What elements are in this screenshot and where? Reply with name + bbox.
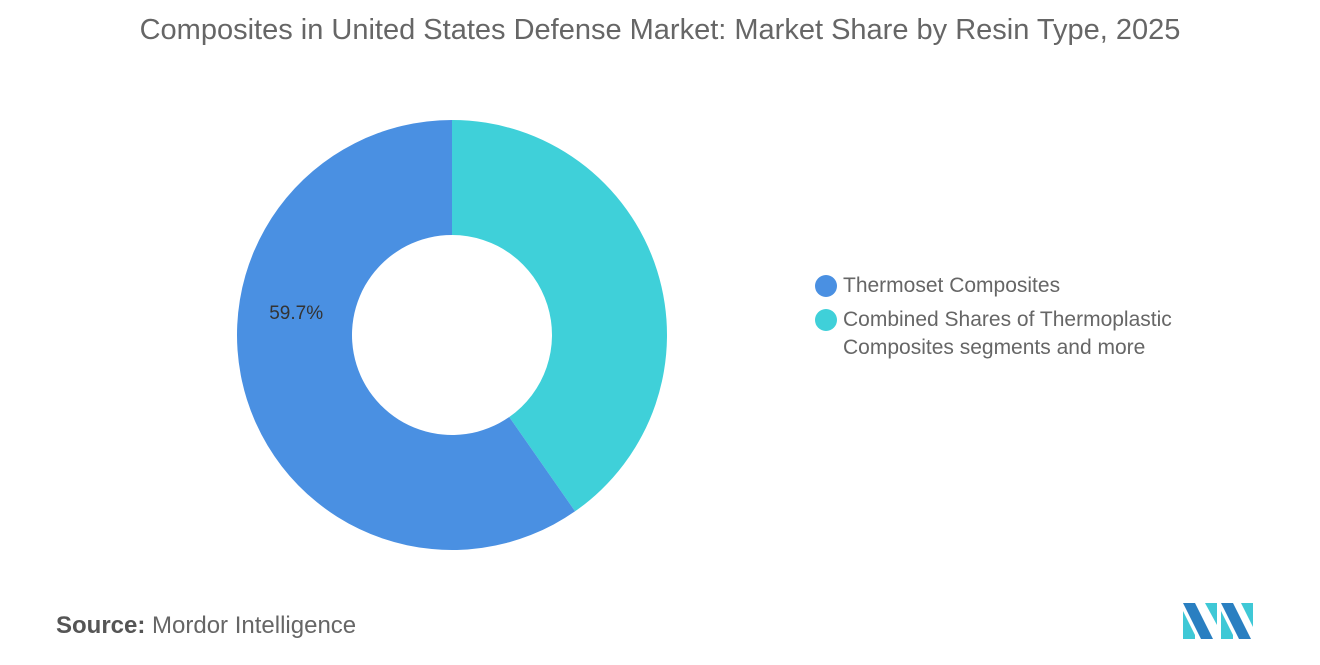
- slice-0: [236, 120, 576, 550]
- source-note: Source: Mordor Intelligence: [56, 612, 356, 640]
- source-label: Source:: [56, 612, 146, 639]
- legend-label: Combined Shares of Thermoplastic Composi…: [843, 308, 1172, 359]
- legend-swatch: [815, 275, 837, 297]
- mordor-intelligence-logo: [1183, 603, 1253, 639]
- source-text: Mordor Intelligence: [152, 612, 357, 639]
- slice-1: [452, 120, 667, 512]
- legend-label: Thermoset Composites: [843, 274, 1061, 297]
- legend-item-thermoplastic: Combined Shares of Thermoplastic Composi…: [815, 306, 1203, 362]
- data-label-0: 59.7%: [269, 303, 323, 324]
- chart-title: Composites in United States Defense Mark…: [139, 14, 1181, 46]
- legend: Thermoset Composites Combined Shares of …: [815, 272, 1203, 368]
- legend-item-thermoset: Thermoset Composites: [815, 272, 1203, 300]
- legend-swatch: [815, 309, 837, 331]
